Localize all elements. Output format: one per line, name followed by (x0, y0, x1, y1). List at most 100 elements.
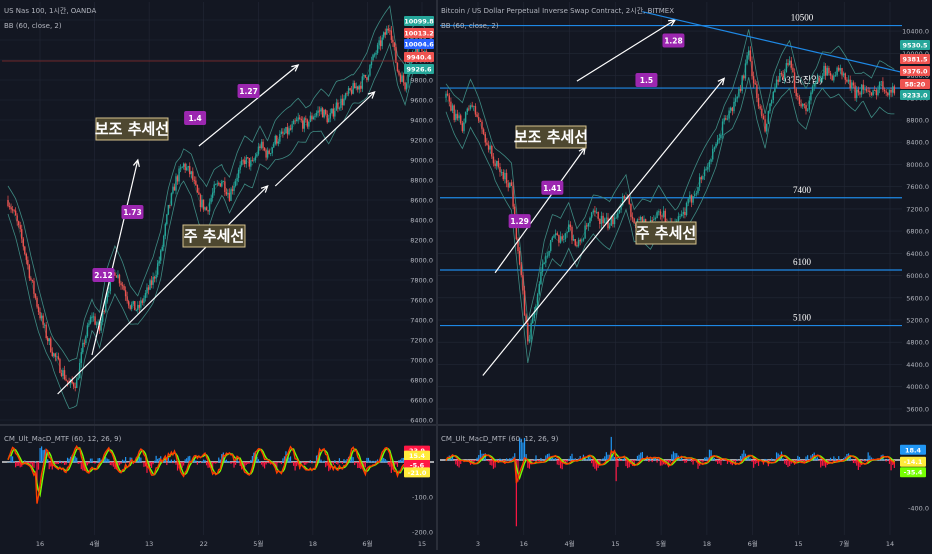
macd-value-tag-text: -14.1 (904, 458, 923, 466)
macd-histogram-bar (717, 460, 718, 464)
candle-body (529, 339, 530, 341)
macd-histogram-bar (863, 459, 864, 460)
candle-body (663, 211, 664, 217)
candle-body (134, 301, 135, 310)
candle-body (727, 119, 728, 120)
candle-body (799, 97, 800, 104)
candle-body (334, 111, 335, 117)
price-axis-tick: 4800.0 (906, 339, 929, 347)
right-chart-title: Bitcoin / US Dollar Perpetual Inverse Sw… (441, 6, 674, 15)
macd-axis-tick: -400.0 (908, 505, 929, 513)
macd-histogram-bar (506, 458, 507, 460)
macd-histogram-bar (308, 462, 309, 463)
candle-body (807, 110, 808, 111)
macd-histogram-bar (337, 462, 338, 465)
macd-histogram-bar (738, 460, 739, 461)
left-price-axis[interactable]: 10400.010200.010000.09800.09600.09400.09… (406, 17, 433, 425)
macd-histogram-bar (655, 458, 656, 460)
candle-body (252, 160, 253, 161)
candle-body (712, 149, 713, 160)
candle-body (50, 338, 51, 352)
candle-body (221, 182, 222, 187)
price-tag-text: 10004.6 (404, 41, 434, 49)
macd-histogram-bar (509, 458, 510, 460)
candle-body (501, 172, 502, 173)
macd-histogram-bar (797, 456, 798, 460)
candle-body (638, 219, 639, 220)
candle-body (207, 210, 208, 211)
candle-body (223, 181, 224, 182)
candle-body (288, 128, 289, 134)
candle-body (213, 184, 214, 192)
candle-body (524, 290, 525, 315)
candle-body (468, 109, 469, 110)
candle-body (615, 218, 616, 219)
candle-body (805, 105, 806, 111)
macd-histogram-bar (796, 460, 797, 462)
candle-body (710, 159, 711, 161)
candle-body (366, 77, 367, 80)
candle-body (152, 277, 153, 285)
candle-body (186, 167, 187, 170)
candle-body (571, 227, 572, 240)
candle-body (599, 219, 600, 224)
time-axis-tick: 4월 (90, 539, 100, 548)
price-axis-tick: 6000.0 (906, 272, 929, 280)
pane-divider[interactable] (436, 0, 438, 550)
candle-body (848, 80, 849, 82)
time-axis-tick: 15 (611, 540, 619, 548)
ratio-badge-text: 1.27 (239, 87, 258, 96)
macd-histogram-bar (322, 461, 323, 462)
macd-histogram-bar (769, 460, 770, 461)
macd-histogram-bar (262, 462, 263, 467)
candle-body (262, 142, 263, 148)
macd-histogram-bar (486, 460, 487, 461)
candle-body (305, 118, 306, 119)
candle-body (730, 108, 731, 111)
candle-body (316, 113, 317, 116)
macd-histogram-bar (232, 462, 233, 463)
candle-body (383, 32, 384, 37)
candle-body (308, 122, 309, 127)
candle-body (126, 296, 127, 301)
candle-body (810, 92, 811, 100)
price-tag-text: 9381.5 (902, 56, 928, 64)
candle-body (278, 142, 279, 144)
candle-body (319, 111, 320, 112)
candle-body (217, 183, 218, 184)
candle-body (203, 200, 204, 210)
candle-body (530, 323, 531, 339)
macd-histogram-bar (206, 462, 207, 465)
candle-body (7, 200, 8, 206)
macd-histogram-bar (617, 460, 618, 467)
candle-body (302, 120, 303, 128)
candle-body (450, 102, 451, 111)
macd-histogram-bar (38, 462, 39, 470)
macd-histogram-bar (249, 462, 250, 464)
macd-histogram-bar (229, 461, 230, 462)
candle-body (485, 134, 486, 142)
macd-histogram-bar (535, 455, 536, 460)
macd-histogram-bar (774, 459, 775, 460)
candle-body (509, 182, 510, 187)
candle-body (91, 317, 92, 318)
candle-body (786, 63, 787, 72)
candle-body (249, 158, 250, 167)
candle-body (679, 216, 680, 217)
macd-histogram-bar (122, 460, 123, 463)
candle-body (253, 160, 254, 161)
level-label: 6100 (793, 257, 812, 267)
candle-body (26, 254, 27, 260)
macd-histogram-bar (39, 448, 40, 462)
macd-histogram-bar (753, 460, 754, 468)
macd-histogram-bar (226, 460, 227, 463)
candle-body (894, 86, 895, 93)
candle-body (246, 157, 247, 164)
candle-body (766, 124, 767, 132)
macd-value-tag-text: -21.0 (408, 469, 427, 477)
candle-body (813, 83, 814, 86)
macd-histogram-bar (719, 460, 720, 463)
candle-body (117, 275, 118, 278)
candle-body (16, 216, 17, 222)
candle-body (82, 343, 83, 352)
